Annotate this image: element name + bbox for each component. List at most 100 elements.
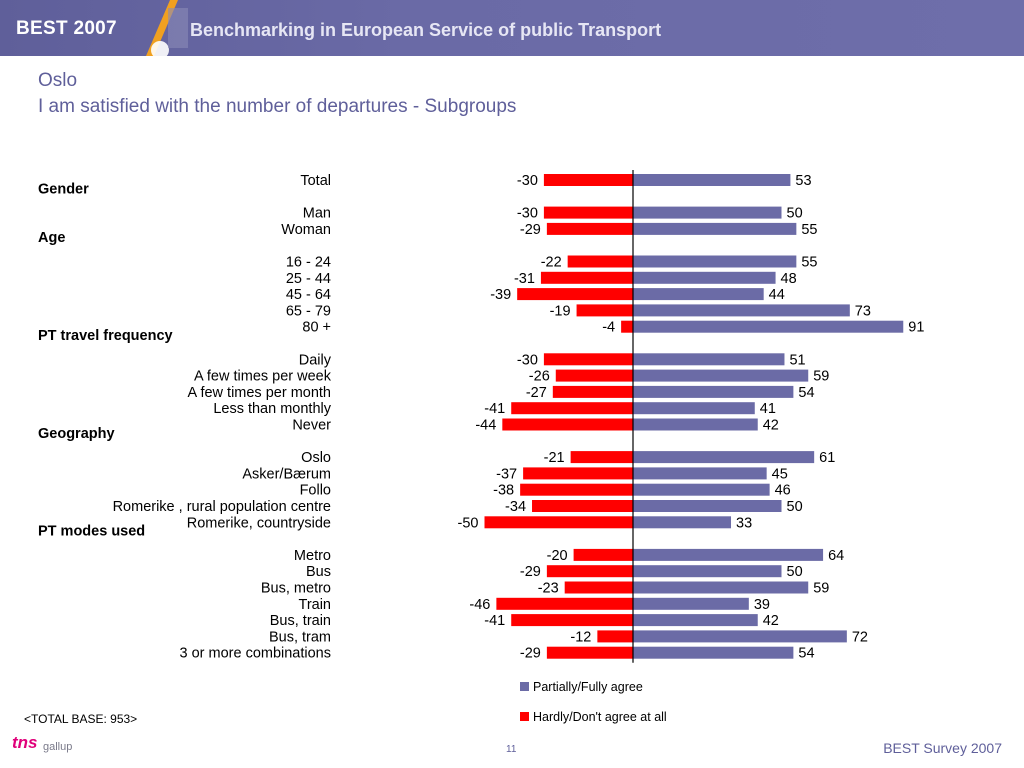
data-label-agree: 50 bbox=[787, 499, 803, 515]
category-label: 65 - 79 bbox=[286, 303, 331, 319]
bar-disagree bbox=[555, 369, 633, 382]
data-label-agree: 33 bbox=[736, 515, 752, 531]
bar-disagree bbox=[520, 483, 633, 496]
data-label-disagree: -30 bbox=[517, 352, 538, 368]
bar-disagree bbox=[570, 451, 633, 464]
bar-disagree bbox=[496, 597, 633, 610]
logo-gallup: gallup bbox=[43, 741, 73, 753]
bar-agree bbox=[633, 597, 749, 610]
data-label-disagree: -4 bbox=[602, 320, 615, 336]
data-label-agree: 73 bbox=[855, 303, 871, 319]
legend-label-disagree: Hardly/Don't agree at all bbox=[533, 710, 667, 724]
group-heading: PT modes used bbox=[38, 524, 145, 540]
data-label-disagree: -19 bbox=[550, 303, 571, 319]
chart: Total 53 -30 Gender Man 50 -30 Woman 55 -29 Age 16 … bbox=[38, 170, 924, 663]
data-label-agree: 45 bbox=[772, 466, 788, 482]
bar-agree bbox=[633, 206, 782, 219]
data-label-agree: 39 bbox=[754, 597, 770, 613]
bar-agree bbox=[633, 402, 755, 415]
category-label: A few times per month bbox=[188, 385, 331, 401]
bar-disagree bbox=[532, 500, 633, 512]
bar-agree bbox=[633, 467, 767, 480]
page-number: 11 bbox=[506, 744, 517, 755]
bar-disagree bbox=[546, 565, 633, 578]
bar-agree bbox=[633, 565, 782, 578]
category-label: Total bbox=[300, 173, 331, 189]
bar-agree bbox=[633, 222, 797, 235]
bar-disagree bbox=[543, 353, 633, 366]
data-label-disagree: -29 bbox=[520, 646, 541, 662]
bar-agree bbox=[633, 174, 791, 186]
chart-subtitle: I am satisfied with the number of depart… bbox=[38, 96, 517, 117]
bar-agree bbox=[633, 483, 770, 496]
data-label-agree: 91 bbox=[908, 320, 924, 336]
legend-item-agree: Partially/Fully agree bbox=[520, 680, 643, 694]
category-label: 16 - 24 bbox=[286, 255, 331, 271]
category-label: Bus, train bbox=[270, 613, 331, 629]
banner-decoration-icon bbox=[146, 0, 188, 56]
data-label-disagree: -26 bbox=[529, 369, 550, 385]
legend-item-disagree: Hardly/Don't agree at all bbox=[520, 710, 667, 724]
group-heading: PT travel frequency bbox=[38, 328, 173, 344]
tns-gallup-logo: tns gallup bbox=[12, 733, 102, 763]
data-label-agree: 48 bbox=[781, 271, 797, 287]
bar-disagree bbox=[523, 467, 633, 480]
header-banner: BEST 2007 Benchmarking in European Servi… bbox=[0, 0, 1024, 56]
total-base: <TOTAL BASE: 953> bbox=[24, 712, 138, 726]
category-label: Romerike , rural population centre bbox=[113, 499, 331, 515]
bar-disagree bbox=[576, 304, 633, 317]
data-label-agree: 44 bbox=[769, 287, 785, 303]
bar-disagree bbox=[546, 222, 633, 235]
data-label-disagree: -22 bbox=[541, 255, 562, 271]
category-label: 25 - 44 bbox=[286, 271, 331, 287]
data-label-agree: 42 bbox=[763, 418, 779, 434]
category-label: Less than monthly bbox=[213, 401, 331, 417]
data-label-agree: 41 bbox=[760, 401, 776, 417]
data-label-disagree: -23 bbox=[538, 581, 559, 597]
bar-agree bbox=[633, 516, 732, 529]
bar-disagree bbox=[543, 206, 633, 219]
brand-title: BEST 2007 bbox=[16, 18, 117, 39]
category-label: A few times per week bbox=[194, 369, 332, 385]
data-label-disagree: -30 bbox=[517, 206, 538, 222]
bar-agree bbox=[633, 646, 794, 659]
data-label-agree: 61 bbox=[819, 450, 835, 466]
bar-agree bbox=[633, 369, 809, 382]
category-label: 3 or more combinations bbox=[179, 646, 331, 662]
bar-agree bbox=[633, 451, 815, 464]
data-label-disagree: -31 bbox=[514, 271, 535, 287]
bar-disagree bbox=[517, 288, 633, 301]
data-label-agree: 55 bbox=[801, 255, 817, 271]
data-label-disagree: -21 bbox=[544, 450, 565, 466]
data-label-disagree: -41 bbox=[484, 401, 505, 417]
legend-swatch-disagree bbox=[520, 712, 529, 721]
data-label-disagree: -29 bbox=[520, 222, 541, 238]
bar-agree bbox=[633, 614, 758, 627]
bar-agree bbox=[633, 418, 758, 431]
data-label-disagree: -34 bbox=[505, 499, 526, 515]
bar-disagree bbox=[564, 581, 633, 594]
data-label-agree: 72 bbox=[852, 629, 868, 645]
category-label: Metro bbox=[294, 548, 331, 564]
chart-title: Oslo bbox=[38, 70, 78, 91]
bar-disagree bbox=[543, 174, 633, 186]
data-label-agree: 53 bbox=[795, 173, 811, 189]
data-label-agree: 59 bbox=[813, 581, 829, 597]
category-label: Train bbox=[299, 597, 332, 613]
data-label-agree: 42 bbox=[763, 613, 779, 629]
group-heading: Age bbox=[38, 230, 65, 246]
category-label: Romerike, countryside bbox=[187, 515, 331, 531]
data-label-agree: 50 bbox=[787, 206, 803, 222]
bar-agree bbox=[633, 353, 785, 366]
data-label-disagree: -27 bbox=[526, 385, 547, 401]
category-label: Follo bbox=[300, 483, 331, 499]
category-label: Bus, metro bbox=[261, 581, 331, 597]
category-label: Never bbox=[292, 418, 331, 434]
category-label: Bus, tram bbox=[269, 629, 331, 645]
bar-agree bbox=[633, 320, 904, 333]
group-heading: Geography bbox=[38, 426, 115, 442]
bar-disagree bbox=[621, 320, 633, 333]
bar-disagree bbox=[597, 630, 633, 643]
bar-agree bbox=[633, 271, 776, 284]
bar-disagree bbox=[511, 614, 633, 627]
